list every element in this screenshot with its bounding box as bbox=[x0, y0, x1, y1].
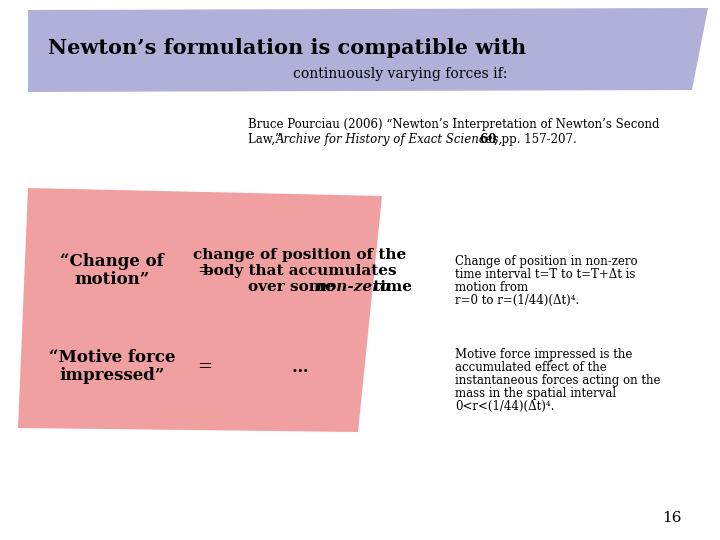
Text: time interval t=T to t=T+Δt is: time interval t=T to t=T+Δt is bbox=[455, 268, 635, 281]
Text: …: … bbox=[292, 359, 308, 375]
Text: Law,”: Law,” bbox=[248, 133, 289, 146]
Text: Archive for History of Exact Sciences,: Archive for History of Exact Sciences, bbox=[276, 133, 503, 146]
Text: instantaneous forces acting on the: instantaneous forces acting on the bbox=[455, 374, 660, 387]
Text: motion from: motion from bbox=[455, 281, 528, 294]
Text: change of position of the: change of position of the bbox=[194, 248, 407, 262]
Text: mass in the spatial interval: mass in the spatial interval bbox=[455, 387, 616, 400]
Text: =: = bbox=[197, 262, 212, 280]
Text: Change of position in non-zero: Change of position in non-zero bbox=[455, 255, 638, 268]
Text: 16: 16 bbox=[662, 511, 682, 525]
Text: , pp. 157-207.: , pp. 157-207. bbox=[494, 133, 577, 146]
Text: impressed”: impressed” bbox=[59, 368, 165, 384]
Text: 0<r<(1/44)(Δt)⁴.: 0<r<(1/44)(Δt)⁴. bbox=[455, 400, 554, 413]
Text: Bruce Pourciau (2006) “Newton’s Interpretation of Newton’s Second: Bruce Pourciau (2006) “Newton’s Interpre… bbox=[248, 118, 660, 131]
Text: body that accumulates: body that accumulates bbox=[203, 264, 397, 278]
Text: accumulated effect of the: accumulated effect of the bbox=[455, 361, 607, 374]
Polygon shape bbox=[28, 8, 708, 92]
Text: Newton’s formulation is compatible with: Newton’s formulation is compatible with bbox=[48, 38, 526, 58]
Text: over some: over some bbox=[248, 280, 340, 294]
Text: motion”: motion” bbox=[74, 272, 150, 288]
Text: =: = bbox=[197, 358, 212, 376]
Text: “Motive force: “Motive force bbox=[49, 349, 175, 367]
Text: continuously varying forces if:: continuously varying forces if: bbox=[293, 67, 507, 81]
Polygon shape bbox=[18, 188, 382, 432]
Text: 60: 60 bbox=[476, 133, 496, 146]
Text: r=0 to r=(1/44)(Δt)⁴.: r=0 to r=(1/44)(Δt)⁴. bbox=[455, 294, 580, 307]
Text: non-zero: non-zero bbox=[315, 280, 390, 294]
Text: time: time bbox=[368, 280, 412, 294]
Text: Motive force impressed is the: Motive force impressed is the bbox=[455, 348, 632, 361]
Text: “Change of: “Change of bbox=[60, 253, 164, 271]
